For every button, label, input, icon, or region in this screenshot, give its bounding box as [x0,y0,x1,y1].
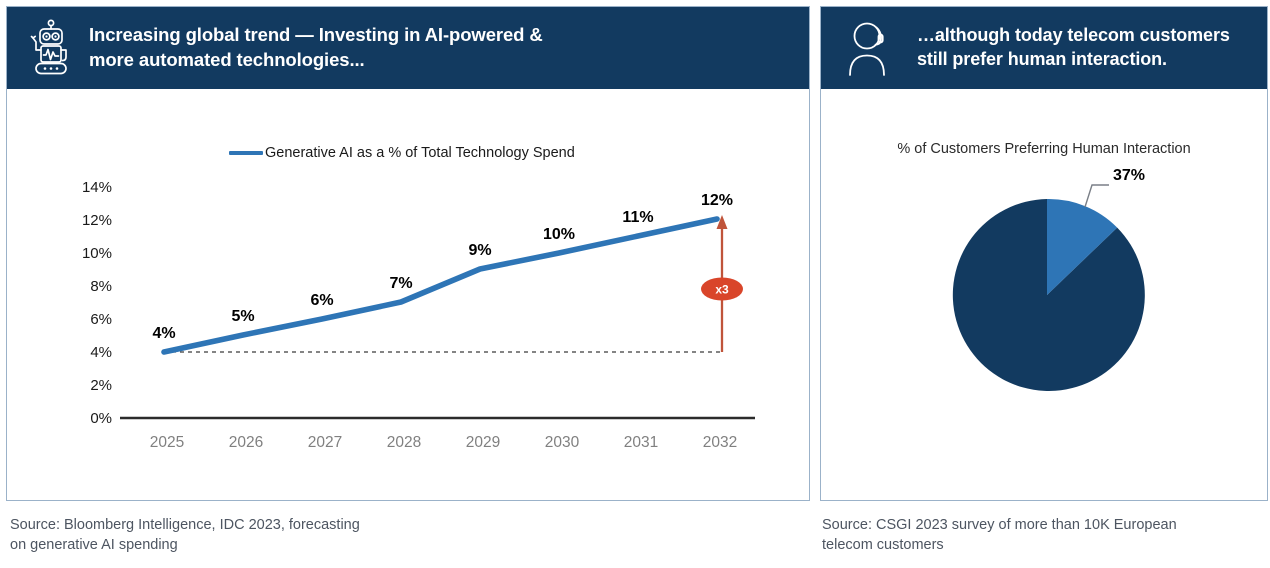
data-label-2027: 6% [310,292,333,309]
source-note-right: Source: CSGI 2023 survey of more than 10… [822,517,1177,553]
growth-badge-label: x3 [715,283,729,297]
data-label-2026: 5% [231,308,254,325]
legend-swatch-genai [229,151,263,155]
y-tick-0: 0% [90,410,112,427]
right-panel-body: % of Customers Preferring Human Interact… [821,89,1267,500]
x-tick-2031: 2031 [624,434,658,451]
left-panel-header: Increasing global trend — Investing in A… [7,7,809,89]
x-axis-labels: 2025 2026 2027 2028 2029 2030 2031 2032 [150,434,737,451]
panel-human-interaction: …although today telecom customers still … [820,6,1268,501]
panel-ai-spend-trend: Increasing global trend — Investing in A… [6,6,810,501]
y-axis-labels: 14% 12% 10% 8% 6% 4% 2% 0% [82,179,112,427]
growth-annotation-x3: x3 [701,215,743,352]
x-tick-2029: 2029 [466,434,500,451]
line-chart: 14% 12% 10% 8% 6% 4% 2% 0% 4% [82,179,755,451]
pie-leader-line [1084,184,1109,208]
pie-chart: 37% [952,167,1145,391]
growth-arrow-head [716,215,728,229]
pie-slice-other [952,199,1145,391]
x-tick-2026: 2026 [229,434,263,451]
y-tick-2: 2% [90,377,112,394]
data-label-2029: 9% [468,242,491,259]
y-tick-8: 8% [90,278,112,295]
data-label-2032: 12% [701,192,733,209]
y-tick-4: 4% [90,344,112,361]
data-label-2028: 7% [389,275,412,292]
data-point-labels: 4% 5% 6% 7% 9% 10% 11% 12% [152,192,733,342]
right-panel-title: …although today telecom customers still … [917,25,1230,69]
chart-legend: Generative AI as a % of Total Technology… [229,145,575,161]
pie-slice-human-interaction [1047,198,1118,295]
x-tick-2025: 2025 [150,434,184,451]
legend-label-genai: Generative AI as a % of Total Technology… [265,145,575,161]
x-tick-2028: 2028 [387,434,421,451]
pie-chart-title: % of Customers Preferring Human Interact… [897,141,1191,157]
left-panel-body: Generative AI as a % of Total Technology… [7,89,809,500]
source-note-left: Source: Bloomberg Intelligence, IDC 2023… [10,517,360,553]
robot-icon [21,15,79,81]
right-panel-header: …although today telecom customers still … [821,7,1267,89]
data-label-2031: 11% [622,209,653,226]
left-panel-title: Increasing global trend — Investing in A… [89,24,543,70]
y-tick-14: 14% [82,179,112,196]
pie-data-label-37: 37% [1113,167,1145,184]
y-tick-6: 6% [90,311,112,328]
series-line-genai-share [161,216,720,355]
data-label-2025: 4% [152,325,175,342]
headset-agent-icon [839,15,901,81]
y-tick-10: 10% [82,245,112,262]
data-label-2030: 10% [543,226,575,243]
x-tick-2032: 2032 [703,434,737,451]
x-tick-2030: 2030 [545,434,580,451]
x-tick-2027: 2027 [308,434,342,451]
y-tick-12: 12% [82,212,112,229]
growth-badge-ellipse [701,277,743,301]
